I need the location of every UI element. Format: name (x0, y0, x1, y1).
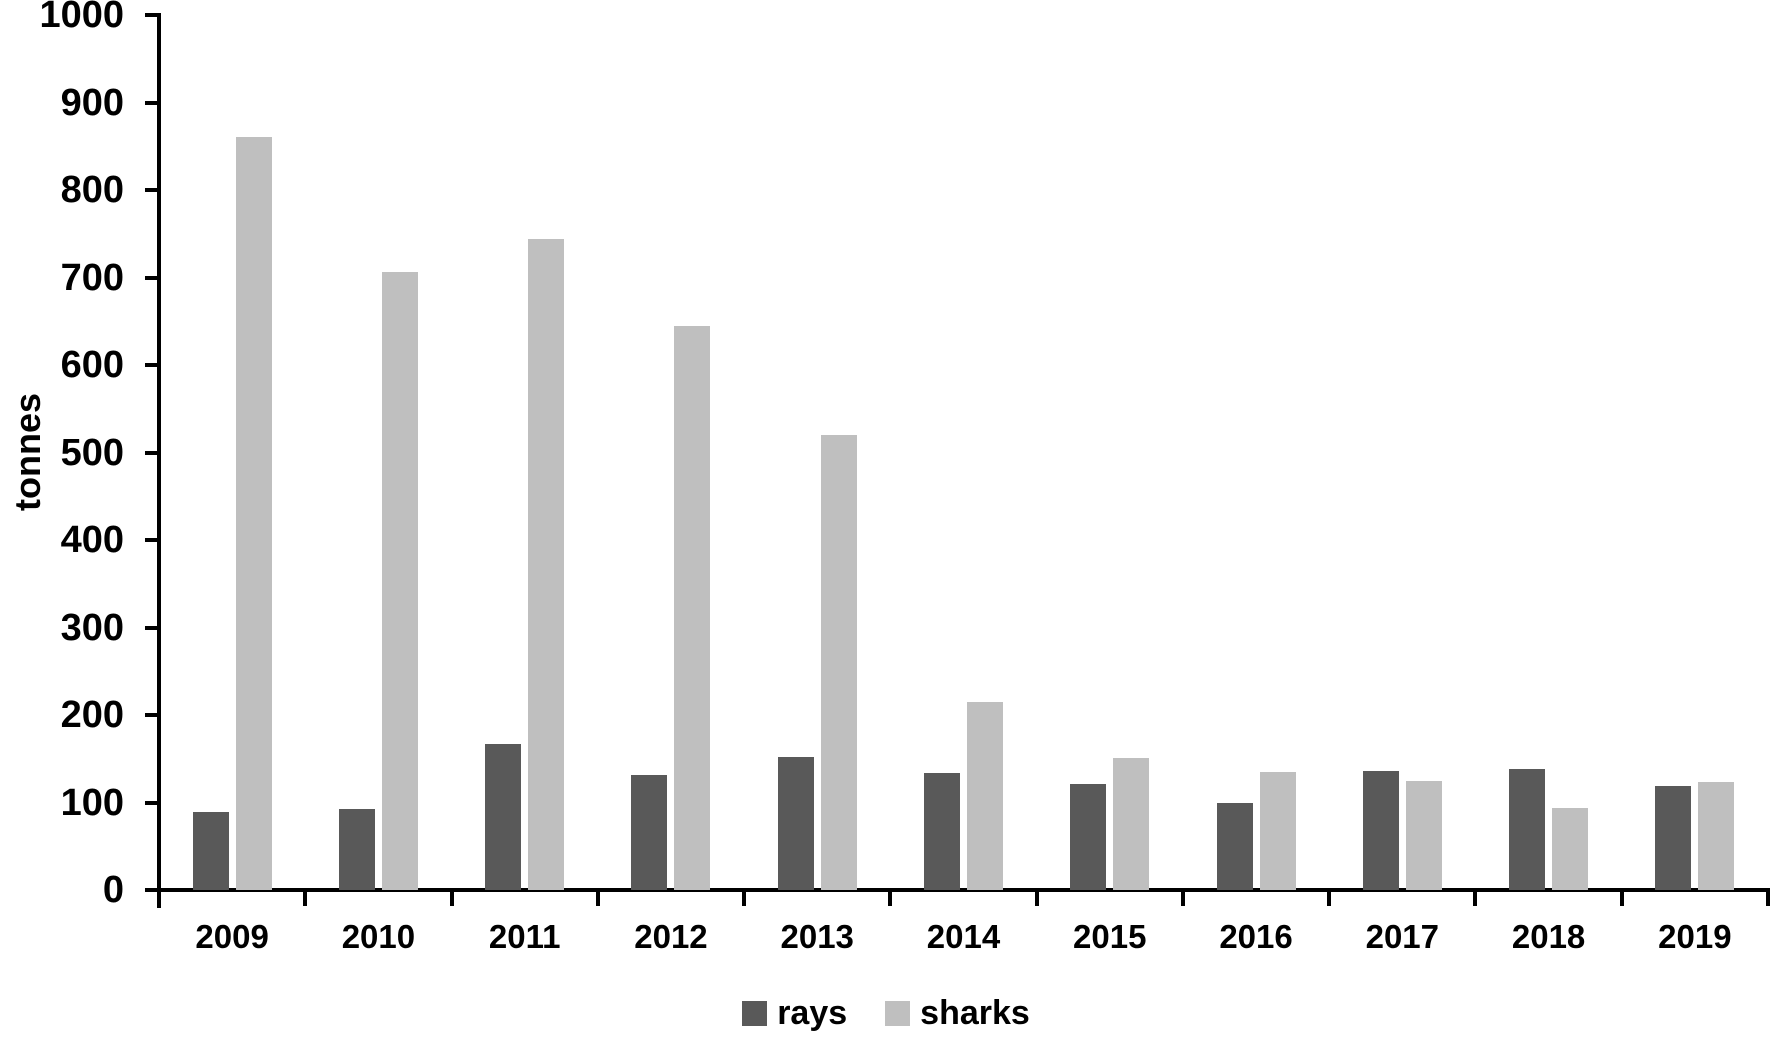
bar-sharks-2018 (1552, 807, 1589, 890)
y-tick-label: 1000 (39, 0, 124, 36)
bar-rays-2016 (1216, 802, 1253, 890)
y-tick-label: 600 (60, 344, 124, 386)
x-tick-mark (303, 890, 308, 906)
y-tick-mark (145, 625, 159, 630)
legend-label-sharks: sharks (920, 994, 1030, 1032)
y-tick-label: 700 (60, 256, 124, 299)
y-tick-label: 200 (60, 694, 124, 736)
y-tick-mark (145, 713, 159, 717)
x-tick-label-2014: 2014 (926, 918, 1001, 955)
bar-rays-2012 (631, 775, 668, 890)
bar-rays-2019 (1655, 785, 1692, 890)
y-tick-label: 500 (60, 431, 124, 474)
y-tick-mark (145, 538, 159, 542)
x-tick-label-2010: 2010 (341, 918, 416, 955)
x-tick-mark (1327, 890, 1332, 906)
y-tick-label: 800 (60, 169, 124, 211)
bar-rays-2014 (924, 772, 960, 890)
bar-rays-2018 (1509, 769, 1546, 890)
bar-rays-2013 (777, 757, 814, 890)
y-tick-mark (145, 363, 159, 367)
y-tick-label: 400 (60, 519, 124, 561)
x-axis-line (145, 888, 1770, 892)
bar-rays-2010 (338, 808, 375, 890)
y-tick-mark (145, 13, 159, 17)
y-tick-mark (145, 450, 159, 455)
x-tick-mark (888, 890, 893, 906)
x-tick-label-2017: 2017 (1365, 918, 1440, 955)
y-tick-label: 300 (60, 606, 124, 649)
legend-swatch-sharks-icon (885, 1000, 911, 1026)
legend-item-sharks: sharks (885, 993, 1030, 1033)
x-tick-label-2016: 2016 (1219, 918, 1293, 955)
bar-sharks-2014 (967, 701, 1003, 890)
bar-rays-2017 (1362, 771, 1399, 890)
bar-rays-2011 (485, 743, 522, 890)
x-tick-label-2009: 2009 (195, 918, 269, 955)
x-tick-mark (449, 890, 454, 906)
y-tick-mark (145, 888, 159, 892)
bar-sharks-2009 (235, 136, 272, 890)
x-tick-mark (742, 890, 747, 906)
x-tick-mark (1766, 890, 1770, 906)
bar-sharks-2010 (381, 272, 418, 890)
x-tick-mark (1473, 890, 1478, 906)
bar-rays-2009 (192, 812, 229, 890)
legend-item-rays: rays (742, 993, 847, 1033)
x-tick-mark (1619, 890, 1624, 906)
bar-sharks-2015 (1113, 757, 1150, 890)
y-tick-mark (145, 188, 159, 192)
legend: rays sharks (0, 993, 1772, 1033)
y-tick-label: 100 (60, 781, 124, 824)
y-tick-label: 0 (102, 869, 124, 911)
y-tick-mark (145, 275, 159, 280)
x-tick-label-2012: 2012 (634, 918, 708, 955)
bar-sharks-2016 (1259, 771, 1296, 890)
x-tick-label-2019: 2019 (1658, 918, 1732, 955)
bar-sharks-2011 (528, 239, 565, 890)
x-tick-label-2011: 2011 (488, 918, 561, 955)
y-tick-label: 900 (60, 81, 124, 124)
y-axis-line (157, 13, 161, 908)
x-tick-label-2013: 2013 (780, 918, 854, 955)
y-tick-mark (145, 100, 159, 105)
x-tick-mark (595, 890, 600, 906)
x-tick-mark (157, 890, 161, 906)
y-tick-mark (145, 800, 159, 805)
x-tick-label-2018: 2018 (1511, 918, 1586, 955)
bar-sharks-2019 (1698, 781, 1735, 890)
x-tick-mark (1180, 890, 1185, 906)
legend-swatch-rays-icon (742, 1000, 768, 1026)
bar-rays-2015 (1070, 784, 1107, 890)
x-tick-label-2015: 2015 (1073, 918, 1147, 955)
x-tick-mark (1034, 890, 1039, 906)
bar-sharks-2017 (1405, 780, 1442, 890)
bar-sharks-2012 (674, 325, 711, 890)
bar-sharks-2013 (820, 435, 857, 890)
legend-label-rays: rays (777, 994, 848, 1032)
